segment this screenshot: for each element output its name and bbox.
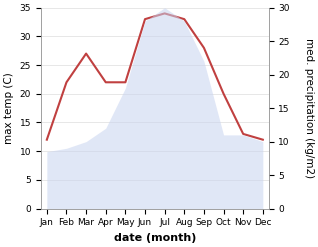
Y-axis label: med. precipitation (kg/m2): med. precipitation (kg/m2) (304, 38, 314, 178)
X-axis label: date (month): date (month) (114, 233, 196, 243)
Y-axis label: max temp (C): max temp (C) (4, 72, 14, 144)
